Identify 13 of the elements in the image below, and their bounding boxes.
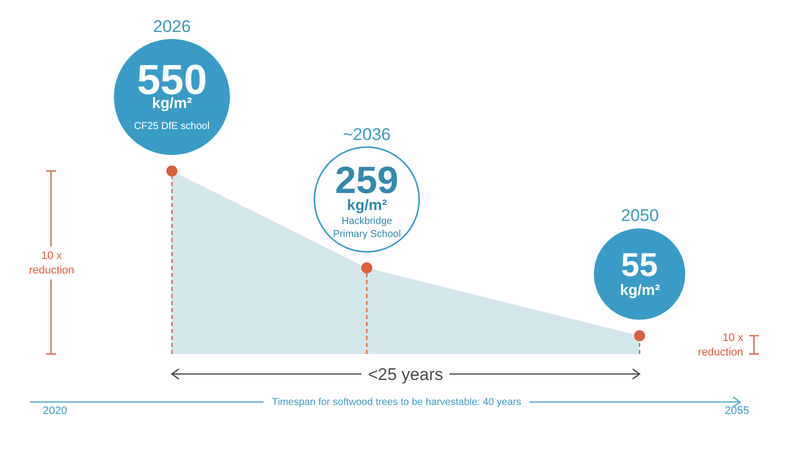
annotation: Hackbridge Primary School bbox=[333, 216, 401, 240]
data-label: 55 kg/m² bbox=[620, 246, 660, 299]
text: 2026 bbox=[153, 17, 191, 36]
text: CF25 DfE school bbox=[134, 121, 210, 132]
data-label: 550 kg/m² bbox=[137, 56, 208, 112]
annotation: 10 x reduction bbox=[698, 332, 744, 358]
annotation: 10 x reduction bbox=[29, 250, 74, 276]
data-label: 259 kg/m² bbox=[335, 160, 398, 214]
text: ~2036 bbox=[343, 125, 391, 144]
x-axis-title: Timespan for softwood trees to be harvestable: 40 years bbox=[272, 397, 522, 408]
x-tick-label: 2020 bbox=[42, 405, 68, 417]
x-tick-label: 2055 bbox=[724, 405, 750, 417]
annotation: 2050 bbox=[621, 206, 659, 225]
